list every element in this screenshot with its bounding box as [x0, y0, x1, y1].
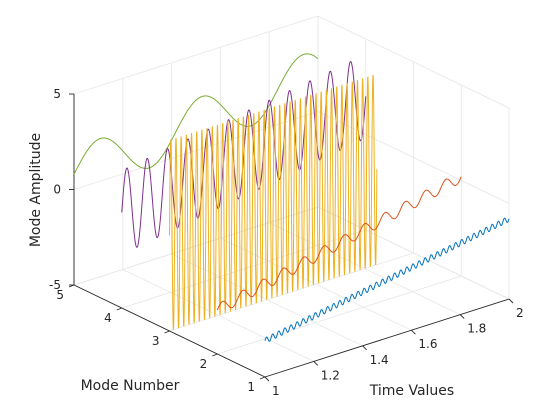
y-tick-label: 3 — [152, 334, 160, 348]
x-tick-mark — [411, 329, 416, 335]
z-tick-label: 0 — [53, 183, 61, 197]
back-wall-grid-line — [73, 206, 319, 286]
y-tick-mark — [259, 376, 266, 380]
x-tick-mark — [264, 376, 270, 382]
x-axis-line — [264, 298, 510, 378]
x-tick-label: 1 — [272, 384, 280, 398]
y-tick-label: 4 — [104, 311, 112, 325]
series-line-mode-2 — [216, 176, 462, 311]
x-tick-label: 1.8 — [467, 322, 486, 336]
y-tick-label: 2 — [200, 357, 208, 371]
y-tick-mark — [212, 353, 218, 357]
back-wall-grid-line — [73, 15, 319, 95]
x-tick-label: 1.4 — [370, 353, 389, 367]
y-tick-label: 1 — [247, 380, 255, 394]
x-tick-label: 2 — [516, 306, 524, 320]
z-axis-label: Mode Amplitude — [28, 133, 44, 247]
x-axis-label: Time Values — [369, 383, 454, 399]
axes-grid — [73, 15, 510, 378]
x-tick-mark — [313, 361, 319, 366]
series-line-mode-5 — [73, 53, 319, 175]
x-tick-mark — [508, 298, 514, 304]
floor-grid-line — [169, 252, 414, 332]
y-tick-mark — [164, 330, 170, 334]
x-tick-mark — [362, 345, 367, 351]
y-tick-mark — [116, 307, 122, 311]
floor-grid-line — [217, 275, 462, 355]
x-tick-label: 1.6 — [418, 337, 437, 351]
series-group — [73, 53, 510, 342]
z-tick-label: 5 — [53, 87, 61, 101]
side-wall-grid-line — [317, 15, 510, 109]
side-wall-grid-line — [317, 206, 510, 300]
series-line-mode-1 — [264, 217, 510, 342]
z-tick-label: -5 — [49, 278, 61, 292]
y-tick-label: 5 — [56, 288, 64, 302]
floor-grid-line — [121, 229, 366, 309]
x-tick-label: 1.2 — [321, 368, 340, 382]
y-axis-label: Mode Number — [81, 378, 180, 394]
series-line-mode-3 — [169, 74, 378, 330]
side-wall-grid-line — [317, 111, 510, 204]
x-tick-mark — [459, 314, 465, 319]
